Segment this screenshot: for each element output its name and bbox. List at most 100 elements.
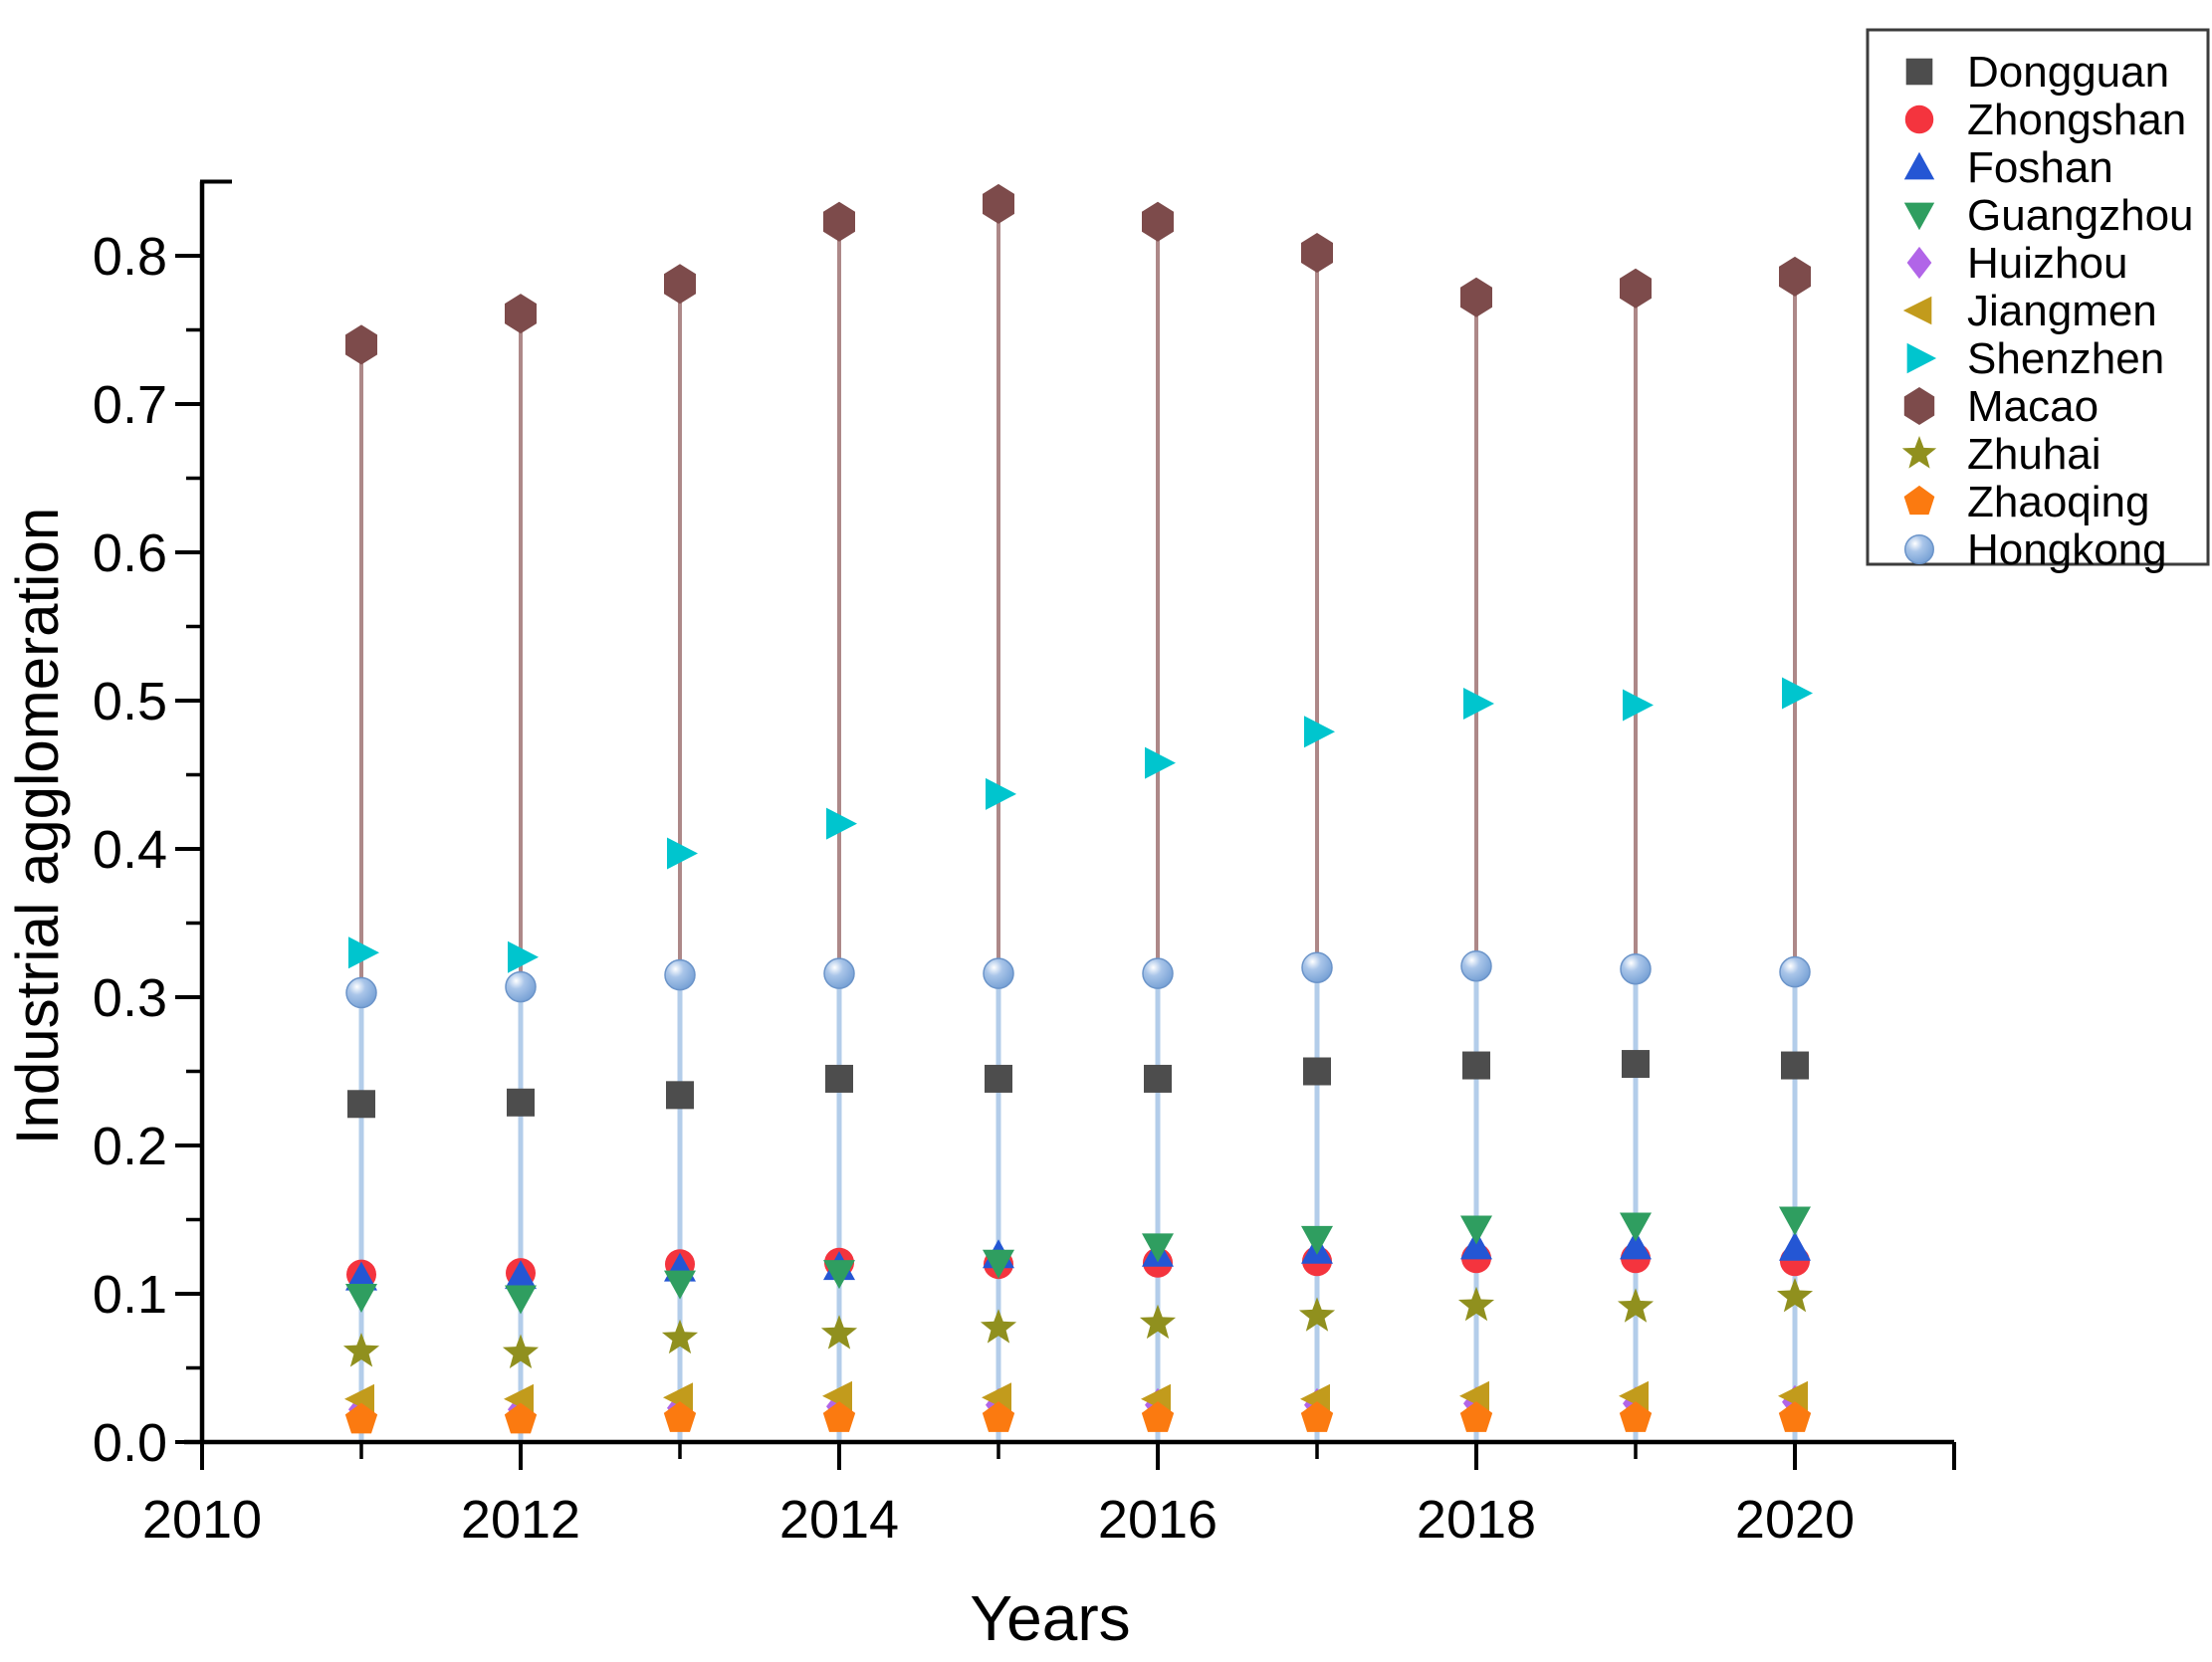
marker-hongkong-2013	[664, 958, 696, 991]
marker-zhuhai-2016	[1139, 1304, 1177, 1340]
marker-shenzhen-2012	[508, 940, 539, 973]
marker-jiangmen-2019	[1619, 1380, 1649, 1411]
marker-hongkong-2012	[505, 970, 537, 1003]
y-tick-label-0.4: 0.4	[93, 820, 167, 880]
legend-item-dongguan: Dongguan	[1905, 48, 2169, 97]
marker-zhuhai-2014	[820, 1315, 858, 1350]
marker-dongguan-2017	[1303, 1057, 1331, 1086]
marker-macao-2013	[664, 264, 696, 305]
triangle-up-legend-icon	[1903, 151, 1935, 180]
marker-dongguan-2014	[825, 1064, 853, 1093]
triangle-right-legend-icon	[1906, 342, 1937, 374]
marker-zhuhai-2011	[342, 1333, 380, 1367]
marker-zhuhai-2015	[980, 1309, 1017, 1344]
marker-guangzhou-2014	[823, 1260, 855, 1290]
marker-zhuhai-2020	[1776, 1277, 1814, 1313]
marker-foshan-2011	[345, 1261, 377, 1291]
marker-hongkong-2017	[1301, 951, 1333, 983]
marker-dongguan-2015	[985, 1064, 1012, 1093]
marker-guangzhou-2016	[1142, 1233, 1174, 1263]
marker-dongguan-2011	[347, 1090, 375, 1119]
marker-macao-2020	[1779, 256, 1811, 297]
circle-legend-icon	[1904, 104, 1934, 134]
marker-zhaoqing-2013	[663, 1401, 697, 1432]
marker-zhaoqing-2019	[1619, 1401, 1653, 1432]
marker-dongguan-2013	[666, 1081, 694, 1110]
legend-label-zhongshan: Zhongshan	[1967, 96, 2186, 144]
triangle-left-legend-icon	[1902, 296, 1932, 325]
marker-zhaoqing-2014	[822, 1401, 856, 1432]
marker-shenzhen-2014	[826, 807, 857, 840]
marker-hongkong-2020	[1779, 955, 1811, 988]
marker-shenzhen-2013	[667, 837, 698, 870]
legend-label-zhuhai: Zhuhai	[1967, 430, 2101, 479]
legend-item-jiangmen: Jiangmen	[1902, 287, 2157, 335]
marker-zhuhai-2017	[1298, 1297, 1336, 1332]
marker-jiangmen-2012	[504, 1383, 534, 1414]
y-tick-label-0: 0.0	[93, 1413, 167, 1473]
legend-label-dongguan: Dongguan	[1967, 48, 2169, 97]
legend-label-huizhou: Huizhou	[1967, 239, 2127, 288]
marker-hongkong-2019	[1620, 952, 1652, 985]
drop-lines	[358, 203, 1798, 1442]
y-tick-label-0.7: 0.7	[93, 375, 167, 435]
marker-macao-2016	[1142, 201, 1174, 242]
marker-zhuhai-2019	[1617, 1288, 1655, 1323]
pentagon-legend-icon	[1903, 485, 1935, 516]
legend-item-guangzhou: Guangzhou	[1903, 191, 2194, 240]
marker-foshan-2012	[505, 1260, 537, 1290]
marker-macao-2018	[1460, 277, 1492, 317]
y-tick-label-0.6: 0.6	[93, 523, 167, 583]
marker-shenzhen-2017	[1304, 716, 1335, 748]
legend: DongguanZhongshanFoshanGuangzhouHuizhouJ…	[1866, 28, 2210, 574]
markers	[342, 183, 1814, 1434]
marker-zhuhai-2012	[502, 1334, 540, 1368]
y-axis-title: Industrial agglomeration	[4, 508, 71, 1144]
marker-dongguan-2016	[1144, 1064, 1172, 1093]
marker-shenzhen-2011	[348, 936, 379, 969]
marker-macao-2017	[1301, 233, 1333, 274]
marker-dongguan-2018	[1462, 1051, 1490, 1080]
marker-macao-2019	[1620, 268, 1652, 309]
marker-guangzhou-2011	[345, 1283, 377, 1313]
marker-dongguan-2012	[507, 1088, 535, 1117]
legend-item-zhaoqing: Zhaoqing	[1903, 478, 2149, 526]
marker-hongkong-2015	[983, 957, 1014, 989]
sphere-legend-icon	[1904, 534, 1934, 564]
marker-guangzhou-2015	[983, 1249, 1014, 1279]
marker-zhaoqing-2011	[344, 1402, 378, 1434]
legend-item-shenzhen: Shenzhen	[1906, 334, 2164, 383]
x-tick-label-2020: 2020	[1735, 1490, 1855, 1550]
x-tick-label-2016: 2016	[1098, 1490, 1217, 1550]
marker-dongguan-2020	[1781, 1051, 1809, 1080]
square-legend-icon	[1905, 58, 1933, 86]
marker-jiangmen-2015	[982, 1382, 1011, 1413]
marker-hongkong-2011	[345, 976, 377, 1009]
marker-guangzhou-2017	[1301, 1225, 1333, 1255]
marker-zhaoqing-2016	[1141, 1401, 1175, 1432]
marker-shenzhen-2016	[1145, 746, 1176, 779]
marker-zhaoqing-2020	[1778, 1401, 1812, 1432]
x-tick-label-2014: 2014	[779, 1490, 899, 1550]
y-tick-label-0.5: 0.5	[93, 672, 167, 731]
marker-macao-2014	[823, 201, 855, 242]
legend-label-macao: Macao	[1967, 382, 2099, 431]
marker-zhaoqing-2015	[982, 1401, 1015, 1432]
y-tick-label-0.2: 0.2	[93, 1117, 167, 1176]
marker-shenzhen-2020	[1782, 677, 1813, 710]
marker-macao-2015	[983, 183, 1014, 224]
plot-area: 0.0 0.1 0.2 0.3 0.4 0.5 0.6 0.7 0.8 2010 2012 2014 2…	[93, 179, 1956, 1550]
legend-label-jiangmen: Jiangmen	[1967, 287, 2157, 335]
marker-shenzhen-2015	[986, 777, 1016, 810]
legend-label-foshan: Foshan	[1967, 143, 2113, 192]
marker-shenzhen-2018	[1463, 687, 1494, 720]
legend-label-zhaoqing: Zhaoqing	[1967, 478, 2149, 526]
x-tick-label-2018: 2018	[1417, 1490, 1536, 1550]
y-tick-label-0.8: 0.8	[93, 227, 167, 287]
marker-dongguan-2019	[1622, 1050, 1650, 1079]
marker-zhaoqing-2018	[1459, 1401, 1493, 1432]
marker-zhuhai-2018	[1457, 1286, 1495, 1322]
marker-guangzhou-2020	[1779, 1206, 1811, 1236]
marker-hongkong-2014	[823, 957, 855, 989]
